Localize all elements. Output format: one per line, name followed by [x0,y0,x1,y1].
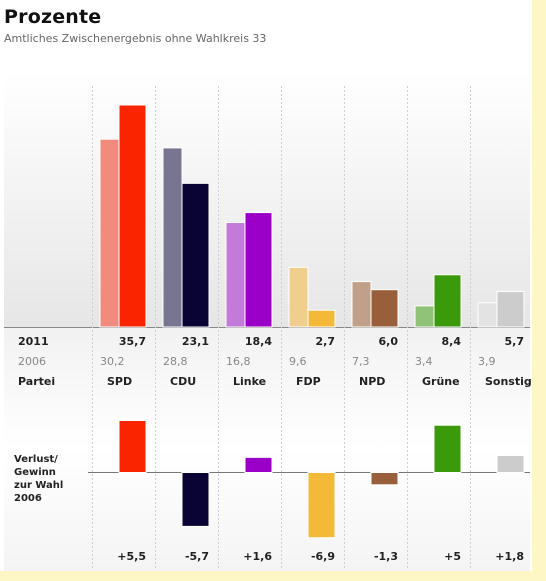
bar-2006-npd [351,281,372,328]
row-label-change-line: zur Wahl [14,480,63,491]
bar-2006-gruene [414,305,435,328]
change-value-npd: -1,3 [374,550,398,563]
party-label-spd: SPD [107,375,132,388]
bar-2011-fdp [307,309,336,328]
change-value-spd: +5,5 [117,550,146,563]
change-bar-cdu [181,472,210,527]
change-bar-sonstige [496,454,525,473]
value-2006-npd: 7,3 [352,355,370,368]
value-2011-sonstige: 5,7 [505,335,525,348]
row-label-change-line: Gewinn [14,467,56,478]
chart-subtitle: Amtliches Zwischenergebnis ohne Wahlkrei… [4,32,267,45]
value-2006-sonstige: 3,9 [478,355,496,368]
bar-2011-spd [118,104,147,328]
party-label-npd: NPD [359,375,385,388]
row-label-change-line: 2006 [14,493,42,504]
row-label-change-line: Verlust/ [14,454,58,465]
bar-2011-sonstige [496,291,525,328]
value-2011-spd: 35,7 [119,335,146,348]
bar-2006-cdu [162,147,183,328]
change-value-sonstige: +1,8 [495,550,524,563]
party-label-sonstige: Sonstige [485,375,532,388]
value-2006-spd: 30,2 [100,355,125,368]
value-2006-linke: 16,8 [226,355,251,368]
party-label-linke: Linke [233,375,266,388]
chart-background: 2011 2006 Partei Verlust/Gewinn zur Wahl 2006… [4,72,532,571]
change-bar-gruene [433,424,462,473]
bar-2011-npd [370,289,399,328]
bar-2006-fdp [288,266,309,328]
row-label-partei: Partei [18,375,55,388]
chart-title: Prozente [4,6,102,28]
change-bar-fdp [307,472,336,539]
value-2011-linke: 18,4 [245,335,272,348]
chart-panel: 2011 2006 Partei Verlust/Gewinn zur Wahl 2006… [0,0,532,571]
value-2011-cdu: 23,1 [182,335,209,348]
value-2011-gruene: 8,4 [442,335,462,348]
value-2006-fdp: 9,6 [289,355,307,368]
bar-2011-linke [244,212,273,328]
party-label-fdp: FDP [296,375,321,388]
row-label-2006: 2006 [18,355,46,368]
change-value-gruene: +5 [444,550,461,563]
party-label-cdu: CDU [170,375,196,388]
change-value-cdu: -5,7 [185,550,209,563]
bar-2006-linke [225,222,246,328]
change-bar-linke [244,456,273,474]
row-label-2011: 2011 [18,335,49,348]
bar-2011-gruene [433,274,462,328]
value-2011-npd: 6,0 [379,335,399,348]
value-2006-cdu: 28,8 [163,355,188,368]
bar-2011-cdu [181,182,210,328]
change-value-linke: +1,6 [243,550,272,563]
change-bar-npd [370,472,399,486]
value-2006-gruene: 3,4 [415,355,433,368]
value-2011-fdp: 2,7 [316,335,336,348]
change-bar-spd [118,420,147,473]
bar-2006-spd [99,138,120,328]
party-label-gruene: Grüne [422,375,460,388]
change-value-fdp: -6,9 [311,550,335,563]
bar-2006-sonstige [477,302,498,328]
